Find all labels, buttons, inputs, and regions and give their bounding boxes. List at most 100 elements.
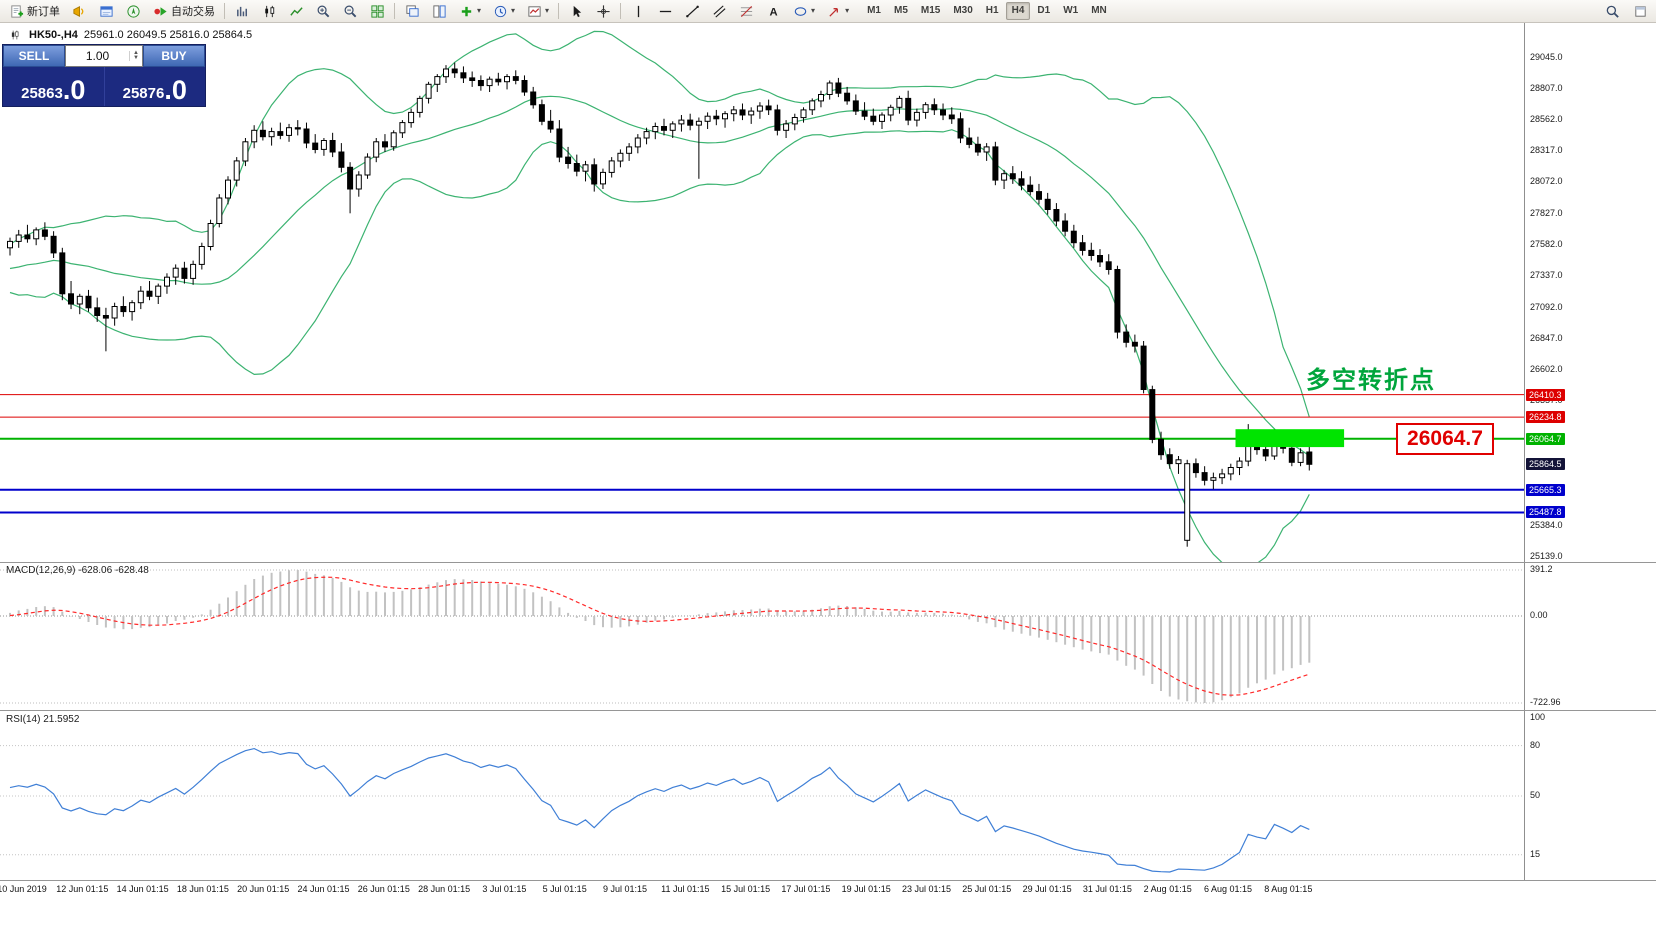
horizontal-line-icon xyxy=(657,3,673,19)
price-axis[interactable]: 29045.0 28807.0 28562.0 28317.0 28072.0 27827… xyxy=(1524,23,1656,880)
timeframe-h4[interactable]: H4 xyxy=(1005,2,1031,20)
rsi-axis-tick: 15 xyxy=(1530,848,1541,859)
timeframe-m1[interactable]: M1 xyxy=(861,2,887,20)
volume-spinner[interactable]: ▲ ▼ xyxy=(129,50,142,61)
time-tick-label: 8 Aug 01:15 xyxy=(1264,884,1313,894)
autotrading-button[interactable]: 自动交易 xyxy=(147,1,220,22)
tile-vertical-button[interactable] xyxy=(426,1,452,22)
price-tick: 27337.0 xyxy=(1530,270,1563,281)
macd-axis-tick: -722.96 xyxy=(1530,697,1561,707)
buy-price[interactable]: 25876.0 xyxy=(103,67,206,106)
equidistant-channel-icon xyxy=(711,3,727,19)
price-tick: 27827.0 xyxy=(1530,207,1563,218)
line-chart-button[interactable] xyxy=(283,1,309,22)
pane-separator[interactable] xyxy=(0,710,1656,711)
sell-button[interactable]: SELL xyxy=(3,45,65,67)
time-tick-label: 3 Jul 01:15 xyxy=(482,884,527,894)
timeframe-h1[interactable]: H1 xyxy=(980,2,1005,20)
channel-tool-button[interactable] xyxy=(706,1,732,22)
level-price-label: 26234.8 xyxy=(1526,411,1565,424)
time-tick-label: 26 Jun 01:15 xyxy=(357,884,410,894)
shapes-tool-button[interactable]: ▾ xyxy=(787,1,820,22)
chart-canvas[interactable] xyxy=(0,0,1524,881)
candlestick-chart-icon xyxy=(261,3,277,19)
cascade-windows-button[interactable] xyxy=(399,1,425,22)
timeframe-m5[interactable]: M5 xyxy=(888,2,914,20)
alerts-button[interactable] xyxy=(66,1,92,22)
macd-histogram xyxy=(9,570,1311,703)
timeframe-m15[interactable]: M15 xyxy=(915,2,946,20)
bar-chart-button[interactable] xyxy=(229,1,255,22)
time-tick-label: 9 Jul 01:15 xyxy=(602,884,648,894)
fibonacci-tool-button[interactable] xyxy=(733,1,759,22)
templates-button[interactable]: ▾ xyxy=(521,1,554,22)
vertical-line-icon xyxy=(630,3,646,19)
new-order-button[interactable]: 新订单 xyxy=(3,1,65,22)
chevron-down-icon: ▾ xyxy=(845,6,850,15)
new-order-label: 新订单 xyxy=(27,6,60,18)
chart-title: HK50-,H4 25961.0 26049.5 25816.0 25864.5 xyxy=(7,27,252,43)
search-icon xyxy=(1604,3,1620,19)
sell-price[interactable]: 25863.0 xyxy=(3,67,104,106)
turning-point-annotation[interactable]: 多空转折点 xyxy=(1306,367,1436,394)
search-button[interactable] xyxy=(1599,1,1625,22)
highlight-rectangle[interactable] xyxy=(1235,429,1345,448)
candles xyxy=(7,62,1313,547)
vertical-line-tool-button[interactable] xyxy=(625,1,651,22)
market-watch-button[interactable] xyxy=(93,1,119,22)
horizontal-line-tool-button[interactable] xyxy=(652,1,678,22)
text-tool-button[interactable]: A xyxy=(760,1,786,22)
fibonacci-icon xyxy=(738,3,754,19)
tile-windows-icon xyxy=(369,3,385,19)
indicators-button[interactable]: ▾ xyxy=(453,1,486,22)
tile-windows-button[interactable] xyxy=(364,1,390,22)
zoom-out-icon xyxy=(342,3,358,19)
bar-chart-icon xyxy=(234,3,250,19)
window-icon xyxy=(1632,3,1648,19)
level-price-label: 25665.3 xyxy=(1526,483,1565,496)
trendline-tool-button[interactable] xyxy=(679,1,705,22)
toolbar-separator xyxy=(558,3,560,19)
navigator-button[interactable] xyxy=(120,1,146,22)
macd-label: MACD(12,26,9) -628.06 -628.48 xyxy=(6,565,149,576)
cursor-button[interactable] xyxy=(563,1,589,22)
pane-separator[interactable] xyxy=(0,562,1656,563)
timeframe-m30[interactable]: M30 xyxy=(947,2,978,20)
time-tick-label: 15 Jul 01:15 xyxy=(721,884,771,894)
rsi-label: RSI(14) 21.5952 xyxy=(6,714,80,725)
spinner-up-icon[interactable]: ▲ xyxy=(133,50,139,56)
spinner-down-icon[interactable]: ▼ xyxy=(133,55,139,61)
toolbar: 新订单 自动交易 xyxy=(0,0,1656,23)
volume-input[interactable] xyxy=(66,48,129,64)
price-tick: 25384.0 xyxy=(1530,519,1563,530)
zoom-in-button[interactable] xyxy=(310,1,336,22)
timeframe-mn[interactable]: MN xyxy=(1085,2,1113,20)
shapes-icon xyxy=(792,3,808,19)
chart-template-icon xyxy=(526,3,542,19)
buy-price-main: 25876 xyxy=(122,85,165,102)
timeframe-w1[interactable]: W1 xyxy=(1057,2,1084,20)
price-callout-box[interactable]: 26064.7 xyxy=(1396,423,1494,455)
arrows-tool-button[interactable]: ▾ xyxy=(821,1,854,22)
timeframe-d1[interactable]: D1 xyxy=(1031,2,1056,20)
price-tick: 27092.0 xyxy=(1530,301,1563,312)
zoom-out-button[interactable] xyxy=(337,1,363,22)
periods-button[interactable]: ▾ xyxy=(487,1,520,22)
macd-axis-tick: 391.2 xyxy=(1530,564,1553,574)
toolbar-separator xyxy=(620,3,622,19)
window-layout-button[interactable] xyxy=(1627,1,1653,22)
time-tick-label: 19 Jul 01:15 xyxy=(841,884,891,894)
crosshair-button[interactable] xyxy=(590,1,616,22)
bollinger-bands xyxy=(9,30,1310,562)
indicators-plus-icon xyxy=(458,3,474,19)
trendline-icon xyxy=(684,3,700,19)
time-tick-label: 6 Aug 01:15 xyxy=(1203,884,1253,894)
buy-button[interactable]: BUY xyxy=(143,45,205,67)
time-axis[interactable]: 10 Jun 2019 12 Jun 01:15 14 Jun 01:15 18 Ju… xyxy=(0,881,1524,899)
timeframe-group: M1 M5 M15 M30 H1 H4 D1 W1 MN xyxy=(861,2,1113,20)
price-tick: 27582.0 xyxy=(1530,238,1563,249)
time-tick-label: 14 Jun 01:15 xyxy=(116,884,169,894)
candlestick-chart-button[interactable] xyxy=(256,1,282,22)
alert-horn-icon xyxy=(71,3,87,19)
pane-separator xyxy=(0,880,1656,881)
